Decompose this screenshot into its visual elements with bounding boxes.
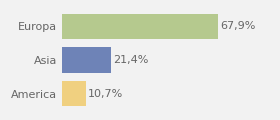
Text: 67,9%: 67,9% (220, 21, 256, 31)
Text: 10,7%: 10,7% (88, 89, 123, 99)
Bar (62, 14, 218, 39)
Bar (62, 47, 111, 73)
Bar (62, 81, 86, 106)
Text: 21,4%: 21,4% (113, 55, 148, 65)
